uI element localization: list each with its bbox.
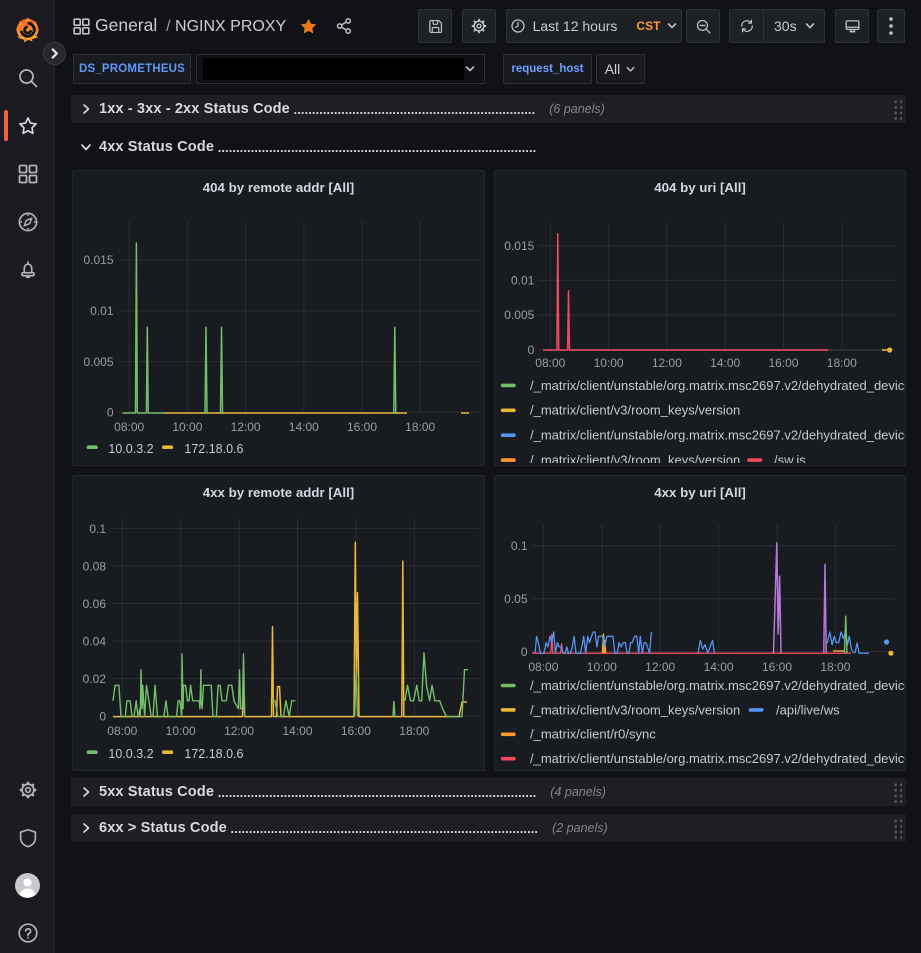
svg-text:0.04: 0.04 [83,634,107,648]
svg-text:08:00: 08:00 [114,420,144,434]
svg-text:0.015: 0.015 [83,253,113,267]
svg-text:10:00: 10:00 [172,420,202,434]
svg-text:18:00: 18:00 [820,660,850,674]
svg-text:08:00: 08:00 [528,660,558,674]
svg-text:10:00: 10:00 [587,660,617,674]
svg-text:14:00: 14:00 [282,724,312,738]
svg-text:/api/live/ws: /api/live/ws [776,702,840,717]
svg-text:0.1: 0.1 [89,522,106,536]
svg-text:16:00: 16:00 [768,356,798,370]
svg-text:/_matrix/client/unstable/org.m: /_matrix/client/unstable/org.matrix.msc2… [530,378,906,393]
svg-text:16:00: 16:00 [762,660,792,674]
svg-text:0.06: 0.06 [83,597,107,611]
svg-text:18:00: 18:00 [827,356,857,370]
svg-text:0.005: 0.005 [83,355,113,369]
svg-text:/_matrix/client/unstable/org.m: /_matrix/client/unstable/org.matrix.msc2… [530,751,906,766]
svg-text:0.015: 0.015 [504,239,534,253]
svg-text:0: 0 [528,343,535,357]
svg-text:12:00: 12:00 [224,724,254,738]
svg-text:16:00: 16:00 [341,724,371,738]
svg-text:172.18.0.6: 172.18.0.6 [184,442,243,456]
svg-text:12:00: 12:00 [645,660,675,674]
svg-text:10:00: 10:00 [166,724,196,738]
svg-text:0: 0 [107,406,114,420]
svg-text:0.01: 0.01 [511,274,535,288]
svg-text:/_matrix/client/r0/sync: /_matrix/client/r0/sync [530,727,656,742]
svg-text:0.01: 0.01 [90,304,114,318]
svg-text:10.0.3.2: 10.0.3.2 [108,442,153,456]
svg-text:14:00: 14:00 [704,660,734,674]
svg-text:0.02: 0.02 [83,672,107,686]
svg-text:/_matrix/client/v3/room_keys/v: /_matrix/client/v3/room_keys/version [530,453,740,464]
svg-text:0: 0 [99,709,106,723]
svg-text:12:00: 12:00 [652,356,682,370]
svg-text:14:00: 14:00 [710,356,740,370]
svg-text:0.05: 0.05 [504,592,528,606]
svg-text:08:00: 08:00 [107,724,137,738]
svg-text:/_matrix/client/unstable/org.m: /_matrix/client/unstable/org.matrix.msc2… [530,678,906,693]
svg-text:/_matrix/client/v3/room_keys/v: /_matrix/client/v3/room_keys/version [530,702,740,717]
svg-text:16:00: 16:00 [347,420,377,434]
svg-text:08:00: 08:00 [535,356,565,370]
svg-text:0.08: 0.08 [83,559,107,573]
svg-text:172.18.0.6: 172.18.0.6 [184,747,243,761]
svg-text:0.1: 0.1 [511,539,528,553]
svg-text:/sw.js: /sw.js [774,453,806,464]
svg-text:/_matrix/client/unstable/org.m: /_matrix/client/unstable/org.matrix.msc2… [530,428,906,443]
svg-text:0: 0 [521,645,528,659]
svg-text:18:00: 18:00 [399,724,429,738]
svg-text:14:00: 14:00 [289,420,319,434]
svg-text:10:00: 10:00 [594,356,624,370]
svg-text:/_matrix/client/v3/room_keys/v: /_matrix/client/v3/room_keys/version [530,403,740,418]
svg-text:12:00: 12:00 [231,420,261,434]
svg-text:18:00: 18:00 [405,420,435,434]
svg-text:0.005: 0.005 [504,308,534,322]
svg-text:10.0.3.2: 10.0.3.2 [108,747,153,761]
